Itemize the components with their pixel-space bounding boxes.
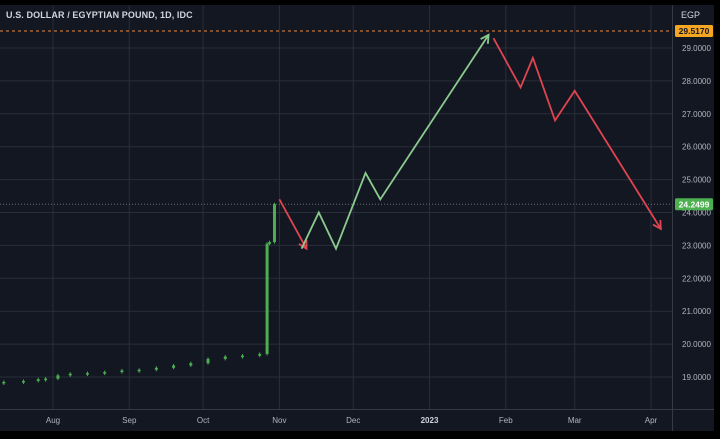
projection-down-2-head xyxy=(652,219,662,231)
candle-body xyxy=(265,243,269,354)
price-levels xyxy=(0,30,672,205)
chart-grid xyxy=(0,5,714,431)
time-tick-label: Dec xyxy=(346,416,360,425)
time-tick-label: Mar xyxy=(568,416,582,425)
price-tick-label: 29.0000 xyxy=(682,44,711,53)
chart-title: U.S. DOLLAR / EGYPTIAN POUND, 1D, IDC xyxy=(6,10,193,20)
candle-body xyxy=(189,363,193,366)
candle-body xyxy=(272,204,276,243)
price-tick-label: 20.0000 xyxy=(682,340,711,349)
candle-body xyxy=(56,375,60,379)
time-tick-label: Nov xyxy=(272,416,286,425)
candle-body xyxy=(68,373,72,376)
price-tick-label: 23.0000 xyxy=(682,241,711,250)
price-level-value: 29.5170 xyxy=(679,26,710,36)
candle-body xyxy=(206,358,210,364)
candle-body xyxy=(137,369,141,372)
candle-body xyxy=(154,367,158,370)
price-axis[interactable]: 19.0000 20.0000 21.0000 22.0000 23.0000 24.00… xyxy=(682,44,711,382)
candle-body xyxy=(2,381,6,384)
time-tick-label: Aug xyxy=(46,416,60,425)
currency-unit: EGP xyxy=(680,10,700,20)
price-level-labels: 29.5170 24.2499 xyxy=(675,24,713,211)
time-tick-label: 2023 xyxy=(421,416,439,425)
price-chart[interactable]: 19.0000 20.0000 21.0000 22.0000 23.0000 24.00… xyxy=(0,5,714,431)
candle-body xyxy=(172,365,176,368)
candle-body xyxy=(21,380,25,383)
price-tick-label: 22.0000 xyxy=(682,274,711,283)
price-level-badge xyxy=(675,24,713,37)
price-level-value: 24.2499 xyxy=(679,199,710,209)
time-axis[interactable]: Aug Sep Oct Nov Dec 2023 Feb Mar Apr xyxy=(46,416,658,425)
price-level-badge xyxy=(675,198,713,211)
candlestick-series xyxy=(2,202,276,385)
candle-body xyxy=(44,378,48,381)
price-tick-label: 28.0000 xyxy=(682,77,711,86)
price-tick-label: 19.0000 xyxy=(682,373,711,382)
time-tick-label: Oct xyxy=(197,416,210,425)
projection-down-2-path xyxy=(492,37,662,230)
candle-body xyxy=(258,353,262,356)
candle-body xyxy=(36,379,40,381)
candle-body xyxy=(85,373,89,375)
projection-arrows xyxy=(278,33,662,251)
candle-body xyxy=(268,242,272,244)
price-tick-label: 25.0000 xyxy=(682,176,711,185)
time-tick-label: Apr xyxy=(645,416,658,425)
projection-down-1-head xyxy=(298,239,308,251)
projection-up-1-head xyxy=(480,33,490,44)
chart-canvas[interactable]: 19.0000 20.0000 21.0000 22.0000 23.0000 24.00… xyxy=(0,5,714,431)
candle-body xyxy=(120,370,124,373)
candle-body xyxy=(240,355,244,358)
price-tick-label: 24.0000 xyxy=(682,209,711,218)
price-tick-label: 26.0000 xyxy=(682,143,711,152)
candle-body xyxy=(103,372,107,374)
candle-body xyxy=(223,356,227,359)
time-tick-label: Feb xyxy=(499,416,513,425)
projection-up-1-path xyxy=(300,34,490,251)
price-tick-label: 27.0000 xyxy=(682,110,711,119)
price-tick-label: 21.0000 xyxy=(682,307,711,316)
time-tick-label: Sep xyxy=(122,416,137,425)
projection-down-1-path xyxy=(278,198,308,250)
